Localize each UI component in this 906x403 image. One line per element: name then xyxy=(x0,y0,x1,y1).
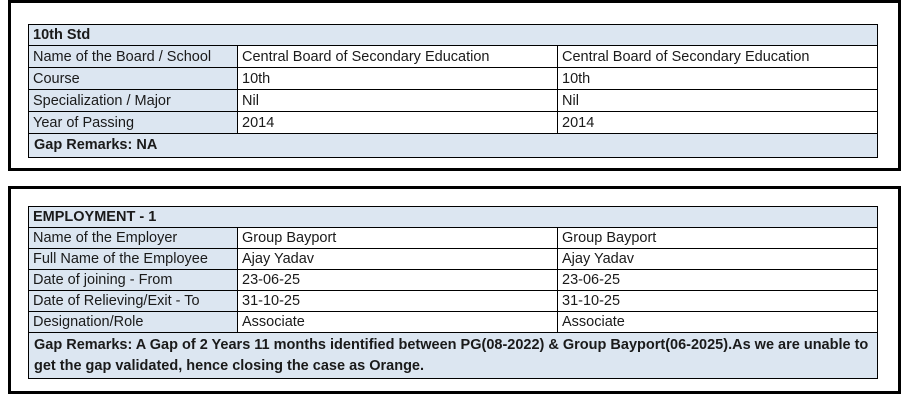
joining-date-value-1: 23-06-25 xyxy=(237,269,558,291)
board-school-value-1: Central Board of Secondary Education xyxy=(237,45,558,68)
row-label-joining-date: Date of joining - From xyxy=(28,269,238,291)
employer-value-1: Group Bayport xyxy=(237,227,558,249)
employment-section-frame: EMPLOYMENT - 1 Name of the Employer Grou… xyxy=(8,186,901,394)
specialization-value-2: Nil xyxy=(556,89,879,112)
relieving-date-value-2: 31-10-25 xyxy=(556,290,879,312)
row-label-board-school: Name of the Board / School xyxy=(28,45,238,68)
employment-table: EMPLOYMENT - 1 Name of the Employer Grou… xyxy=(27,206,879,379)
year-of-passing-value-1: 2014 xyxy=(237,111,558,134)
specialization-value-1: Nil xyxy=(237,89,558,112)
joining-date-value-2: 23-06-25 xyxy=(556,269,879,291)
table-row: Specialization / Major Nil Nil xyxy=(28,89,879,112)
education-gap-remarks: Gap Remarks: NA xyxy=(27,133,879,158)
table-row: Name of the Employer Group Bayport Group… xyxy=(28,227,879,249)
table-row: Name of the Board / School Central Board… xyxy=(28,45,879,68)
education-table: 10th Std Name of the Board / School Cent… xyxy=(27,24,879,158)
relieving-date-value-1: 31-10-25 xyxy=(237,290,558,312)
table-row: Designation/Role Associate Associate xyxy=(28,311,879,333)
designation-value-1: Associate xyxy=(237,311,558,333)
education-section-frame: 10th Std Name of the Board / School Cent… xyxy=(8,0,901,171)
row-label-employer: Name of the Employer xyxy=(28,227,238,249)
row-label-employee-name: Full Name of the Employee xyxy=(28,248,238,270)
employee-name-value-2: Ajay Yadav xyxy=(556,248,879,270)
board-school-value-2: Central Board of Secondary Education xyxy=(556,45,879,68)
table-row: 10th Std xyxy=(27,24,879,46)
table-row: Year of Passing 2014 2014 xyxy=(28,111,879,134)
course-value-2: 10th xyxy=(556,67,879,90)
table-row: Full Name of the Employee Ajay Yadav Aja… xyxy=(28,248,879,270)
table-row: EMPLOYMENT - 1 xyxy=(27,206,879,228)
row-label-course: Course xyxy=(28,67,238,90)
designation-value-2: Associate xyxy=(556,311,879,333)
year-of-passing-value-2: 2014 xyxy=(556,111,879,134)
row-label-designation: Designation/Role xyxy=(28,311,238,333)
education-table-title: 10th Std xyxy=(27,24,879,46)
row-label-specialization: Specialization / Major xyxy=(28,89,238,112)
row-label-year-of-passing: Year of Passing xyxy=(28,111,238,134)
table-row: Date of Relieving/Exit - To 31-10-25 31-… xyxy=(28,290,879,312)
employment-gap-remarks: Gap Remarks: A Gap of 2 Years 11 months … xyxy=(27,332,879,379)
table-row: Course 10th 10th xyxy=(28,67,879,90)
employment-table-title: EMPLOYMENT - 1 xyxy=(27,206,879,228)
table-row: Gap Remarks: A Gap of 2 Years 11 months … xyxy=(27,332,879,379)
row-label-relieving-date: Date of Relieving/Exit - To xyxy=(28,290,238,312)
table-row: Date of joining - From 23-06-25 23-06-25 xyxy=(28,269,879,291)
employer-value-2: Group Bayport xyxy=(556,227,879,249)
course-value-1: 10th xyxy=(237,67,558,90)
employee-name-value-1: Ajay Yadav xyxy=(237,248,558,270)
table-row: Gap Remarks: NA xyxy=(27,133,879,158)
